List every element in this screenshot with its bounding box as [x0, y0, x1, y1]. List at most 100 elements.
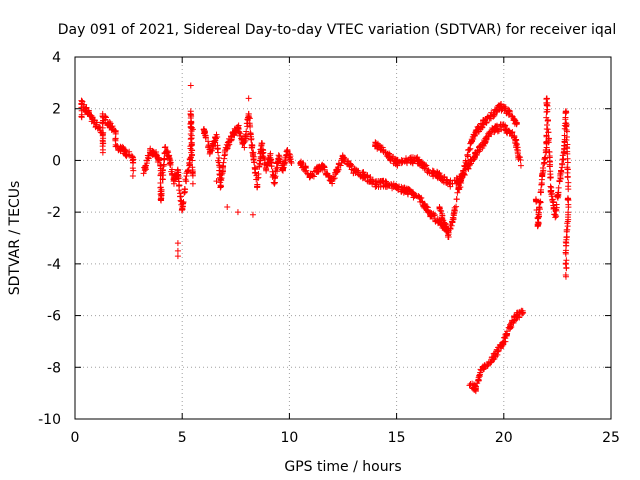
data-point — [416, 193, 423, 200]
data-point — [380, 148, 387, 155]
data-point — [564, 174, 571, 181]
data-point — [565, 216, 572, 223]
data-point — [421, 200, 428, 207]
data-point — [245, 95, 252, 102]
data-point — [241, 139, 248, 146]
data-point — [489, 354, 496, 361]
y-tick-label: 0 — [52, 153, 61, 169]
data-point — [547, 174, 554, 181]
data-point — [234, 209, 241, 216]
data-point — [100, 135, 107, 142]
data-point — [564, 159, 571, 166]
data-point — [223, 145, 230, 152]
data-point — [562, 114, 569, 121]
data-point — [509, 128, 516, 135]
data-point — [564, 220, 571, 227]
data-point — [280, 164, 287, 171]
y-tick-label: -4 — [47, 257, 61, 273]
data-point — [214, 133, 221, 140]
data-point — [456, 186, 463, 193]
data-point — [331, 175, 338, 182]
data-point — [247, 123, 254, 130]
data-point — [323, 170, 330, 177]
data-point — [475, 124, 482, 131]
data-point — [176, 187, 183, 194]
data-point — [189, 180, 196, 187]
data-point — [541, 156, 548, 163]
data-point — [501, 122, 508, 129]
data-point — [102, 114, 109, 121]
data-point — [213, 178, 220, 185]
data-point — [187, 110, 194, 117]
data-point — [157, 196, 164, 203]
data-point — [425, 166, 432, 173]
data-point — [164, 148, 171, 155]
data-point — [159, 167, 166, 174]
data-point — [186, 162, 193, 169]
data-point — [562, 272, 569, 279]
data-point — [467, 145, 474, 152]
data-point — [368, 178, 375, 185]
data-point — [217, 182, 224, 189]
data-point — [302, 168, 309, 175]
data-point — [511, 115, 518, 122]
data-point — [347, 162, 354, 169]
data-point — [493, 125, 500, 132]
data-point — [220, 163, 227, 170]
tick-labels: 0 5 10 15 20 25 -10 -8 -6 -4 -2 0 2 4 — [38, 50, 620, 446]
data-point — [311, 168, 318, 175]
data-point — [174, 247, 181, 254]
data-point — [241, 144, 248, 151]
data-point — [502, 127, 509, 134]
data-point — [544, 106, 551, 113]
data-point — [249, 142, 256, 149]
data-point — [161, 144, 168, 151]
data-point — [447, 181, 454, 188]
data-point — [286, 154, 293, 161]
data-point — [144, 154, 151, 161]
data-point — [540, 169, 547, 176]
data-point — [282, 157, 289, 164]
data-point — [545, 129, 552, 136]
data-point — [99, 110, 106, 117]
data-point — [334, 168, 341, 175]
y-tick-label: -8 — [47, 360, 61, 376]
data-point — [341, 158, 348, 165]
data-point — [546, 148, 553, 155]
data-point — [417, 198, 424, 205]
data-point — [563, 228, 570, 235]
data-point — [399, 187, 406, 194]
data-point — [284, 149, 291, 156]
data-point — [156, 154, 163, 161]
data-point — [142, 163, 149, 170]
data-point — [394, 162, 401, 169]
data-point — [255, 174, 262, 181]
chart-title: Day 091 of 2021, Sidereal Day-to-day VTE… — [58, 22, 616, 38]
data-point — [453, 203, 460, 210]
data-point — [99, 130, 106, 137]
data-point — [544, 99, 551, 106]
data-point — [445, 231, 452, 238]
data-point — [175, 173, 182, 180]
data-point — [513, 136, 520, 143]
data-point — [503, 331, 510, 338]
data-point — [482, 135, 489, 142]
data-point — [359, 169, 366, 176]
data-point — [249, 211, 256, 218]
data-point — [123, 152, 130, 159]
data-point — [130, 167, 137, 174]
data-point — [216, 162, 223, 169]
data-point — [430, 212, 437, 219]
data-point — [88, 112, 95, 119]
data-point — [487, 359, 494, 366]
data-point — [502, 338, 509, 345]
data-point — [242, 135, 249, 142]
data-point — [468, 137, 475, 144]
data-point — [187, 136, 194, 143]
data-point — [411, 154, 418, 161]
data-point — [224, 203, 231, 210]
data-point — [562, 250, 569, 257]
data-point — [426, 170, 433, 177]
data-point — [482, 363, 489, 370]
